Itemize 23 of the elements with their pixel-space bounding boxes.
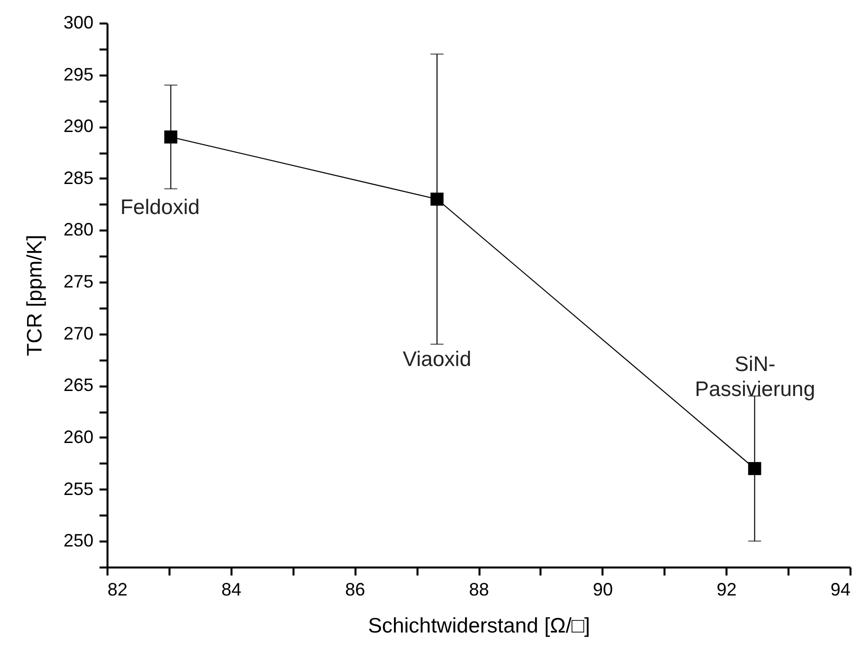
y-tick-label: 285 — [63, 168, 94, 188]
x-tick-label: 94 — [830, 580, 850, 600]
annotation: SiN- Passivierung — [694, 353, 816, 401]
x-tick-label: 88 — [468, 580, 490, 600]
y-tick-label: 275 — [63, 272, 94, 292]
x-tick-label: 92 — [716, 580, 737, 600]
y-tick-label: 300 — [63, 12, 94, 32]
x-tick-label: 86 — [345, 580, 366, 600]
x-tick-label: 82 — [108, 580, 128, 600]
y-tick-label: 250 — [63, 530, 94, 551]
x-tick-label: 84 — [221, 580, 242, 600]
y-tick-label: 255 — [63, 478, 94, 499]
y-tick-label: 295 — [63, 64, 94, 84]
y-tick-label: 260 — [63, 426, 94, 447]
y-tick-label: 265 — [63, 375, 94, 396]
annotation: Feldoxid — [120, 196, 200, 219]
y-tick-label: 290 — [63, 116, 94, 136]
x-tick-label: 90 — [592, 580, 613, 600]
y-axis-title: TCR [ppm/K] — [23, 234, 46, 356]
annotation: Viaoxid — [402, 348, 472, 371]
y-tick-label: 280 — [63, 220, 94, 240]
y-tick-label: 270 — [63, 323, 94, 344]
x-axis-title: Schichtwiderstand [Ω/□] — [368, 614, 590, 638]
